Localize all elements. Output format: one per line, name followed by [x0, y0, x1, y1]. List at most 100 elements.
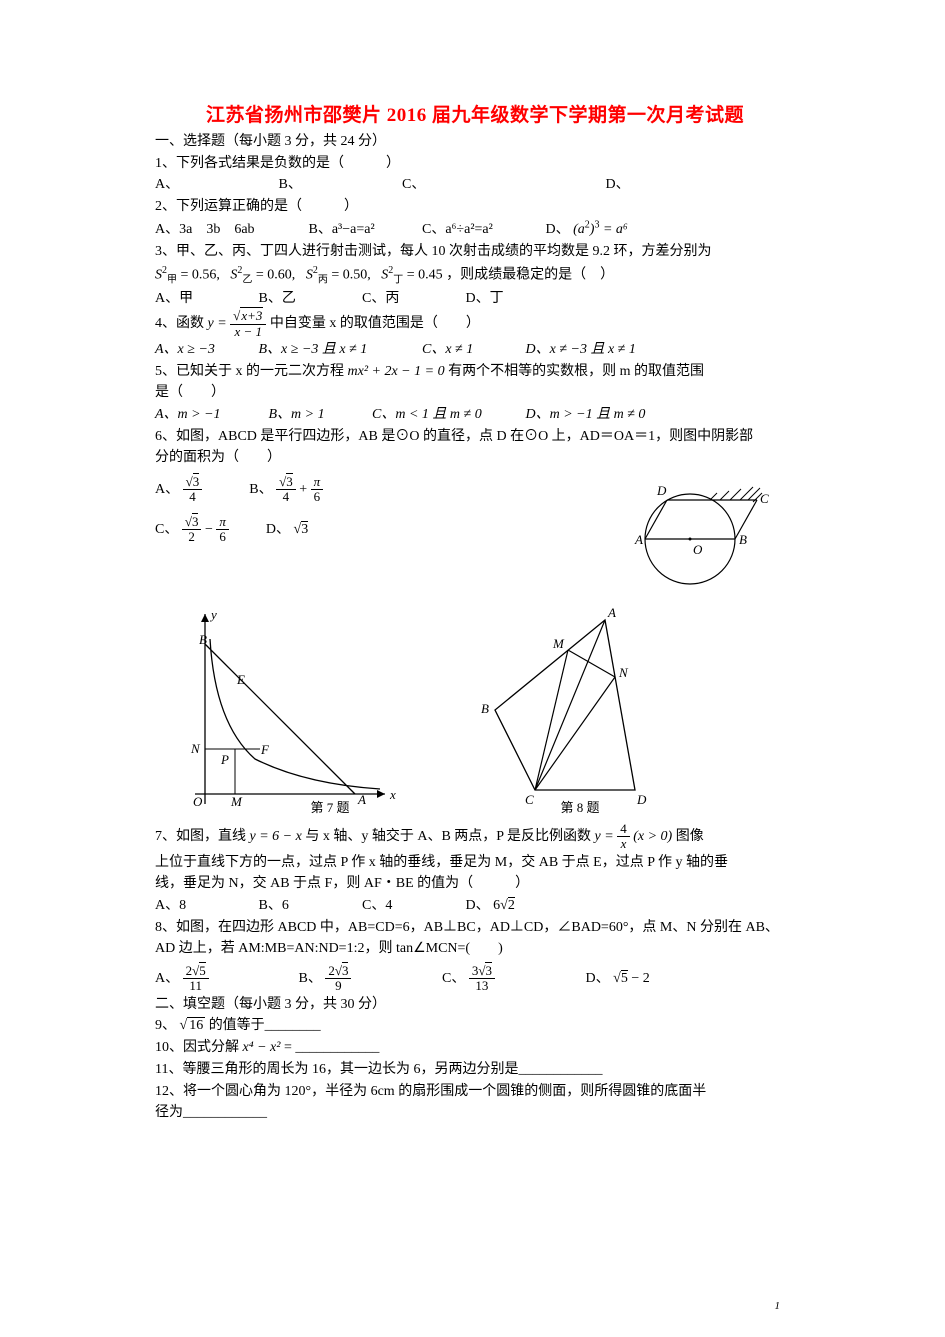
- q7-eq2cond: (x > 0): [633, 829, 672, 844]
- q4-opt-a: A、x ≥ −3: [155, 339, 255, 361]
- q3-opt-d: D、丁: [466, 291, 504, 306]
- q3-val-bing: = 0.50,: [328, 267, 371, 282]
- q4-opt-c: C、x ≠ 1: [422, 339, 522, 361]
- q6-b-plus: +: [299, 482, 310, 497]
- q3-sub-ding: 丁: [393, 274, 403, 285]
- q5-line2: 是（ ）: [155, 382, 795, 404]
- q9: 9、 √16 的值等于________: [155, 1015, 795, 1037]
- q10-post: = ____________: [284, 1040, 379, 1055]
- q6-b-den2: 6: [311, 490, 324, 504]
- q6-a-den: 4: [183, 490, 203, 504]
- q5-post: 有两个不相等的实数根，则 m 的取值范围: [448, 364, 704, 379]
- q7-pre: 7、如图，直线: [155, 829, 250, 844]
- svg-text:A: A: [607, 605, 616, 620]
- svg-text:D: D: [636, 792, 647, 807]
- q6-opts-row1: A、 √34 B、 √34 + π6: [155, 475, 595, 505]
- q2-options: A、3a 3b 6ab B、a³−a=a² C、a⁶÷a²=a² D、 (a2)…: [155, 218, 795, 241]
- q3-options: A、甲 B、乙 C、丙 D、丁: [155, 288, 795, 310]
- q8-c-pre: C、: [442, 971, 465, 986]
- q3-sjia: S: [155, 267, 162, 282]
- svg-text:x: x: [389, 787, 396, 802]
- q4-opt-b: B、x ≥ −3 且 x ≠ 1: [259, 339, 419, 361]
- q5-line1: 5、已知关于 x 的一元二次方程 mx² + 2x − 1 = 0 有两个不相等…: [155, 361, 795, 383]
- svg-text:M: M: [230, 794, 243, 809]
- q6-a-pre: A、: [155, 482, 179, 497]
- q4-yeq: y =: [208, 316, 231, 331]
- q1-opt-c: C、: [402, 174, 602, 196]
- svg-text:P: P: [220, 752, 229, 767]
- q8-d-pre: D、: [586, 971, 610, 986]
- svg-text:B: B: [199, 632, 207, 647]
- q7-line2: 上位于直线下方的一点，过点 P 作 x 轴的垂线，垂足为 M，交 AB 于点 E…: [155, 852, 795, 874]
- section2-heading: 二、填空题（每小题 3 分，共 30 分）: [155, 994, 795, 1016]
- q7-line1: 7、如图，直线 y = 6 − x 与 x 轴、y 轴交于 A、B 两点，P 是…: [155, 822, 795, 852]
- q5-options: A、m > −1 B、m > 1 C、m < 1 且 m ≠ 0 D、m > −…: [155, 404, 795, 426]
- svg-text:M: M: [552, 636, 565, 651]
- q7-mid: 与 x 轴、y 轴交于 A、B 两点，P 是反比例函数: [305, 829, 594, 844]
- q11: 11、等腰三角形的周长为 16，其一边长为 6，另两边分别是__________…: [155, 1059, 795, 1081]
- figures-row: x y O B A N M P E F 第 7 题: [155, 600, 795, 816]
- fig6-label-B: B: [739, 532, 747, 547]
- q1-options: A、 B、 C、 D、: [155, 174, 795, 196]
- q3-variances: S2甲 = 0.56, S2乙 = 0.60, S2丙 = 0.50, S2丁 …: [155, 263, 795, 288]
- q6-opt-d: D、 √3: [266, 521, 308, 537]
- q6-b-pre: B、: [249, 482, 272, 497]
- q8-c-den: 13: [469, 979, 495, 993]
- q4-post: 中自变量 x 的取值范围是（ ）: [270, 316, 480, 331]
- svg-text:y: y: [209, 607, 217, 622]
- figure-q7: x y O B A N M P E F 第 7 题: [155, 604, 405, 816]
- q3-opt-b: B、乙: [259, 288, 359, 310]
- q6-c-den2: 6: [216, 530, 229, 544]
- q6-opt-b: B、 √34 + π6: [249, 482, 323, 497]
- q2-opt-b: B、a³−a=a²: [309, 219, 419, 241]
- q4-opt-d: D、x ≠ −3 且 x ≠ 1: [526, 342, 636, 357]
- q6-b-den1: 4: [276, 490, 296, 504]
- q4-fraction: √x+3 x − 1: [230, 309, 266, 339]
- q7-options: A、8 B、6 C、4 D、 6√2: [155, 895, 795, 917]
- q3-opt-c: C、丙: [362, 288, 462, 310]
- q5-pre: 5、已知关于 x 的一元二次方程: [155, 364, 348, 379]
- q5-opt-c: C、m < 1 且 m ≠ 0: [372, 404, 522, 426]
- q6-line1: 6、如图，ABCD 是平行四边形，AB 是⊙O 的直径，点 D 在⊙O 上，AD…: [155, 426, 795, 448]
- q3-opt-a: A、甲: [155, 288, 255, 310]
- q7-opt-a: A、8: [155, 895, 255, 917]
- q12-line1: 12、将一个圆心角为 120°，半径为 6cm 的扇形围成一个圆锥的侧面，则所得…: [155, 1081, 795, 1103]
- q1-opt-d: D、: [606, 177, 630, 192]
- q9-post: 的值等于________: [209, 1018, 321, 1033]
- q8-b-den: 9: [325, 979, 351, 993]
- q8-opt-c: C、 3√313: [442, 964, 582, 994]
- q10: 10、因式分解 x⁴ − x² = ____________: [155, 1037, 795, 1059]
- q7-post: 图像: [676, 829, 704, 844]
- q5-eq: mx² + 2x − 1 = 0: [348, 364, 445, 379]
- svg-text:E: E: [236, 672, 245, 687]
- q1-opt-a: A、: [155, 174, 275, 196]
- q6-opt-a: A、 √34: [155, 482, 206, 497]
- q8-a-pre: A、: [155, 971, 179, 986]
- q2-d-prefix: D、: [546, 222, 570, 237]
- svg-text:N: N: [190, 741, 201, 756]
- q6-c-pre: C、: [155, 522, 178, 537]
- q3-sbing: S: [306, 267, 313, 282]
- exam-title: 江苏省扬州市邵樊片 2016 届九年级数学下学期第一次月考试题: [155, 100, 795, 127]
- q8-opt-d: D、 √5 − 2: [586, 970, 650, 986]
- svg-text:C: C: [525, 792, 534, 807]
- q2-opt-c: C、a⁶÷a²=a²: [422, 219, 542, 241]
- q8-b-pre: B、: [299, 971, 322, 986]
- q8-options: A、 2√511 B、 2√39 C、 3√313 D、 √5 − 2: [155, 964, 795, 994]
- fig6-label-D: D: [656, 483, 667, 498]
- svg-text:F: F: [260, 742, 270, 757]
- q10-expr: x⁴ − x²: [243, 1040, 281, 1055]
- q5-opt-d: D、m > −1 且 m ≠ 0: [526, 407, 646, 422]
- q3-tail: ，则成绩最稳定的是（ ）: [446, 267, 614, 282]
- q3-line1: 3、甲、乙、丙、丁四人进行射击测试，每人 10 次射击成绩的平均数是 9.2 环…: [155, 241, 795, 263]
- q5-opt-b: B、m > 1: [269, 404, 369, 426]
- q3-sub-jia: 甲: [167, 274, 177, 285]
- q6-c-minus: −: [205, 522, 216, 537]
- q9-radicand: 16: [187, 1017, 205, 1033]
- q6-d-pre: D、: [266, 522, 290, 537]
- q7-opt-b: B、6: [259, 895, 359, 917]
- section1-heading: 一、选择题（每小题 3 分，共 24 分）: [155, 131, 795, 153]
- q4-stem: 4、函数 y = √x+3 x − 1 中自变量 x 的取值范围是（ ）: [155, 309, 795, 339]
- q7-eq2num: 4: [617, 822, 630, 837]
- q7-d-pre: D、: [466, 898, 490, 913]
